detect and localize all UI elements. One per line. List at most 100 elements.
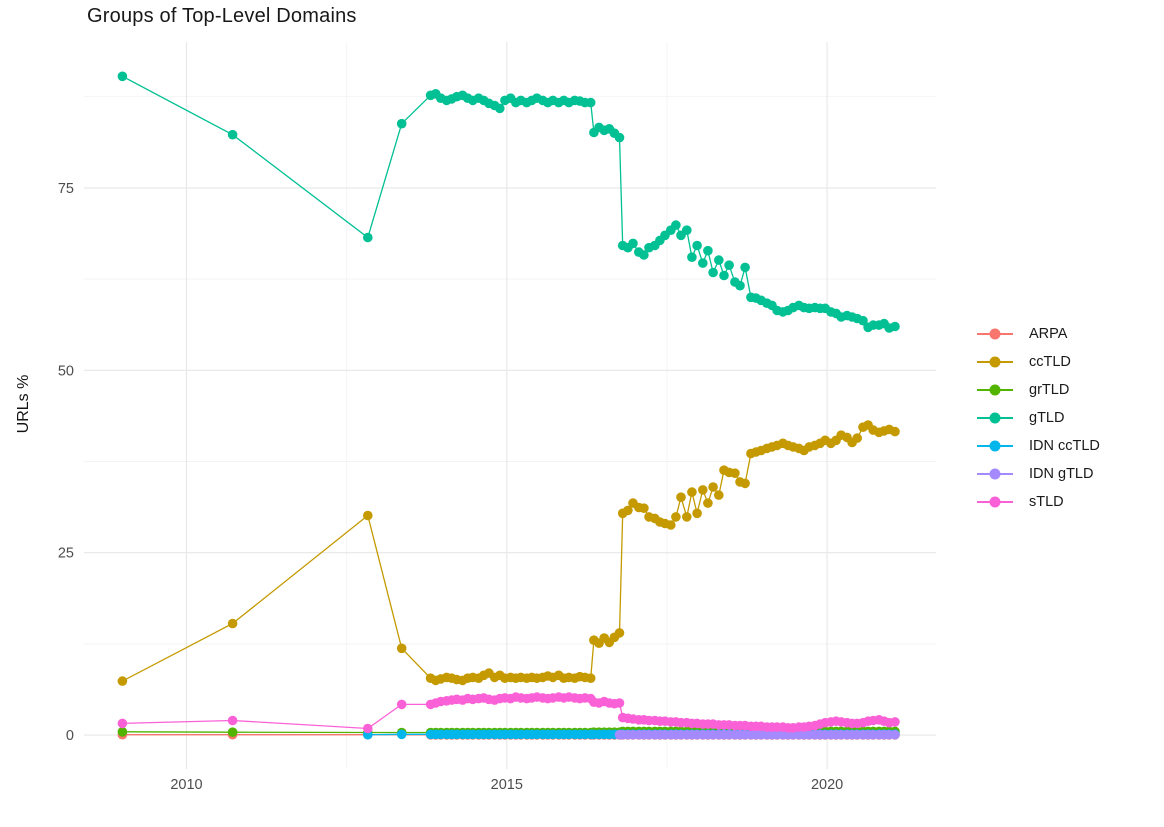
data-point bbox=[671, 220, 681, 230]
data-point bbox=[852, 433, 862, 443]
data-point bbox=[858, 315, 868, 326]
legend-item-label: ccTLD bbox=[1029, 354, 1071, 370]
legend-item-label: IDN ccTLD bbox=[1029, 438, 1100, 454]
x-tick-label: 2015 bbox=[491, 777, 523, 793]
legend-item-IDN-ccTLD: IDN ccTLD bbox=[977, 432, 1100, 460]
legend-item-IDN-gTLD: IDN gTLD bbox=[977, 460, 1100, 488]
data-point bbox=[714, 255, 724, 265]
data-point bbox=[671, 512, 681, 522]
data-point bbox=[117, 718, 128, 729]
legend-key-dot bbox=[989, 328, 1001, 340]
legend-item-label: sTLD bbox=[1029, 494, 1064, 510]
legend-key-icon bbox=[977, 411, 1013, 425]
data-point bbox=[687, 252, 697, 262]
data-point bbox=[628, 238, 638, 249]
data-point bbox=[666, 520, 676, 530]
y-tick-label: 25 bbox=[58, 546, 74, 562]
data-point bbox=[585, 97, 596, 108]
data-point bbox=[890, 717, 900, 727]
legend-item-ARPA: ARPA bbox=[977, 320, 1100, 348]
data-point bbox=[614, 698, 625, 708]
y-axis-title: URLs % bbox=[15, 374, 32, 434]
data-point bbox=[890, 729, 900, 740]
legend-key-icon bbox=[977, 467, 1013, 481]
legend-item-grTLD: grTLD bbox=[977, 376, 1100, 404]
legend-key-icon bbox=[977, 495, 1013, 509]
data-point bbox=[698, 258, 708, 268]
legend-key-dot bbox=[989, 356, 1001, 368]
legend-key-icon bbox=[977, 327, 1013, 341]
data-point bbox=[890, 321, 900, 332]
data-point bbox=[117, 676, 128, 686]
data-point bbox=[703, 245, 713, 256]
legend-key-icon bbox=[977, 355, 1013, 369]
legend-key-dot bbox=[989, 496, 1001, 508]
legend-item-ccTLD: ccTLD bbox=[977, 348, 1100, 376]
data-point bbox=[714, 490, 724, 500]
legend-item-label: IDN gTLD bbox=[1029, 466, 1094, 482]
data-point bbox=[623, 505, 633, 516]
legend-key-dot bbox=[989, 468, 1001, 480]
data-point bbox=[724, 260, 734, 271]
series-points-sTLD bbox=[117, 692, 900, 734]
series-points-gTLD bbox=[117, 71, 900, 333]
legend-key-dot bbox=[989, 384, 1001, 396]
x-tick-label: 2010 bbox=[170, 777, 202, 793]
data-point bbox=[396, 699, 407, 710]
legend: ARPA ccTLD grTLD gTLD IDN ccTLD IDN gTLD sTLD bbox=[977, 320, 1100, 516]
data-point bbox=[692, 508, 702, 519]
data-point bbox=[708, 482, 718, 492]
series-lines bbox=[122, 75, 896, 736]
data-point bbox=[227, 715, 238, 726]
data-point bbox=[227, 727, 238, 737]
data-point bbox=[396, 118, 407, 129]
legend-item-gTLD: gTLD bbox=[977, 404, 1100, 432]
data-point bbox=[614, 132, 625, 143]
data-point bbox=[363, 510, 373, 521]
legend-key-icon bbox=[977, 439, 1013, 453]
data-point bbox=[639, 503, 649, 513]
gridlines-major bbox=[84, 42, 936, 769]
data-point bbox=[614, 628, 625, 638]
data-point bbox=[692, 240, 702, 251]
legend-item-sTLD: sTLD bbox=[977, 488, 1100, 516]
data-point bbox=[687, 487, 697, 497]
data-point bbox=[730, 468, 740, 479]
y-tick-label: 50 bbox=[58, 363, 74, 379]
y-tick-label: 0 bbox=[66, 728, 74, 744]
data-point bbox=[117, 727, 128, 737]
legend-key-icon bbox=[977, 383, 1013, 397]
gridlines-minor bbox=[84, 42, 936, 769]
series-points bbox=[117, 71, 900, 740]
series-line-gTLD bbox=[122, 75, 896, 329]
series-points-IDN-gTLD bbox=[614, 729, 900, 740]
data-point bbox=[719, 270, 729, 281]
series-points-ccTLD bbox=[117, 420, 900, 686]
data-point bbox=[227, 618, 238, 629]
data-point bbox=[363, 723, 373, 734]
data-point bbox=[890, 426, 900, 437]
data-point bbox=[682, 512, 692, 522]
data-point bbox=[740, 262, 750, 273]
data-point bbox=[396, 729, 407, 740]
data-point bbox=[740, 478, 750, 489]
x-tick-label: 2020 bbox=[811, 777, 843, 793]
legend-item-label: gTLD bbox=[1029, 410, 1065, 426]
data-point bbox=[117, 71, 128, 82]
data-point bbox=[363, 232, 373, 243]
legend-key-dot bbox=[989, 440, 1001, 452]
legend-item-label: ARPA bbox=[1029, 326, 1068, 342]
data-point bbox=[227, 129, 238, 140]
data-point bbox=[708, 267, 718, 278]
data-point bbox=[698, 485, 708, 495]
data-point bbox=[639, 250, 649, 260]
legend-key-dot bbox=[989, 412, 1001, 424]
legend-item-label: grTLD bbox=[1029, 382, 1070, 398]
y-tick-label: 75 bbox=[58, 181, 74, 197]
data-point bbox=[735, 280, 745, 291]
axis-labels: 0 25 50 75 2010 2015 2020 bbox=[58, 181, 843, 793]
data-point bbox=[676, 492, 686, 503]
chart-title: Groups of Top-Level Domains bbox=[87, 5, 357, 27]
